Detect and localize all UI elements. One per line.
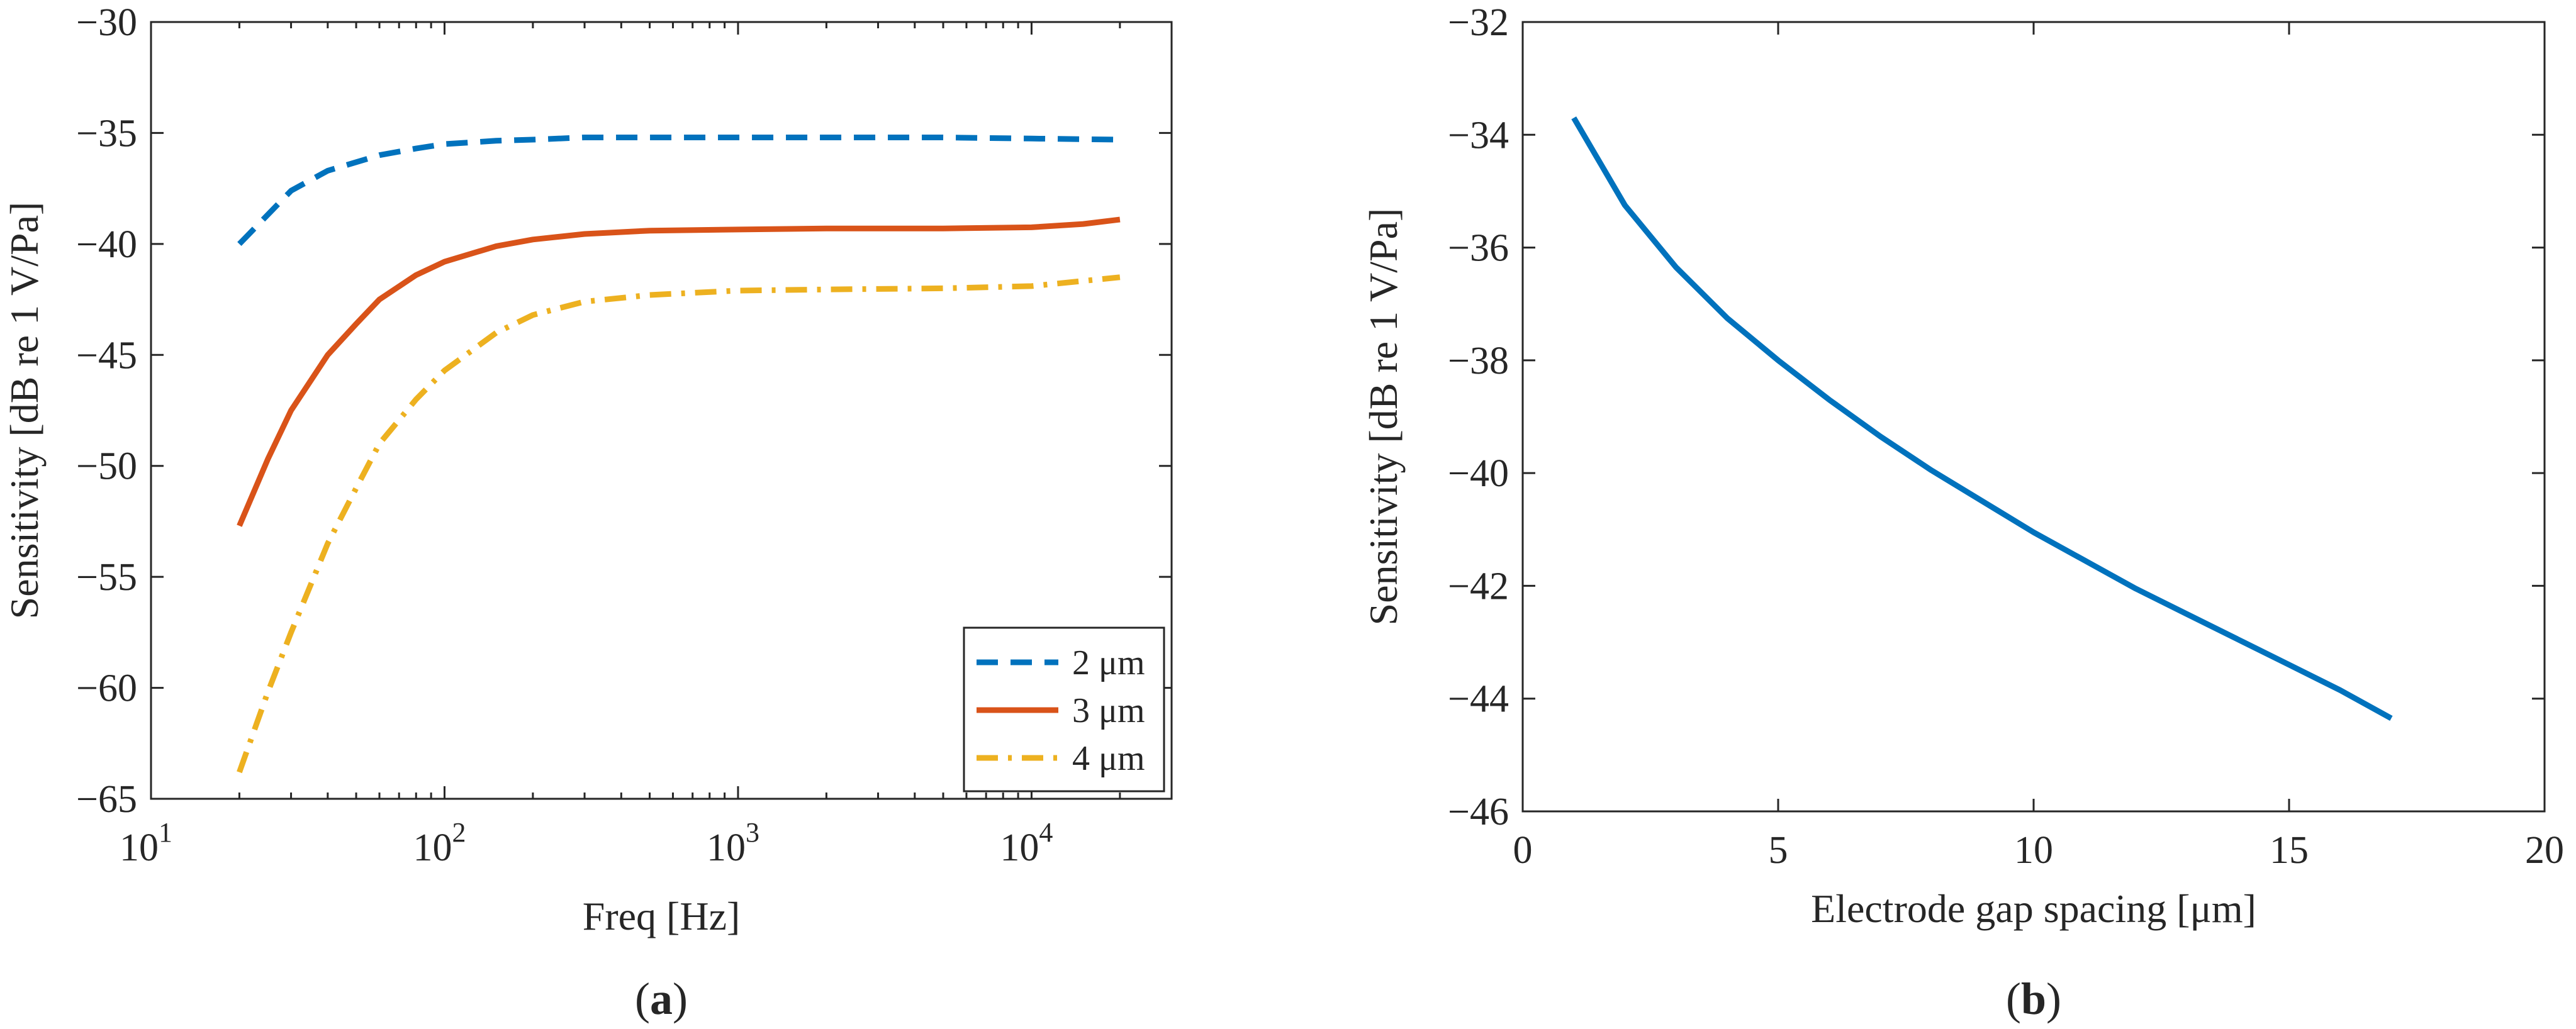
y-tick-label: −60 <box>76 667 137 710</box>
x-tick-label: 20 <box>2525 829 2564 872</box>
legend-label-2: 3 μm <box>1072 691 1145 730</box>
y-tick-label: −44 <box>1448 678 1509 721</box>
legend-box <box>963 626 1165 793</box>
x-tick-base: 10 <box>120 826 159 869</box>
panel-a-legend: 2 μm 3 μm 4 μm <box>963 626 1165 793</box>
x-tick-label: 101 <box>120 817 172 869</box>
y-tick-label: −65 <box>76 778 137 821</box>
y-tick-label: −35 <box>76 112 137 155</box>
x-tick-exponent: 2 <box>452 817 466 848</box>
panel-a-y-tick-labels: −65 −60 −55 −50 −45 −40 −35 −30 <box>76 1 137 821</box>
panel-b-series <box>1571 116 2393 721</box>
y-tick-label: −40 <box>76 223 137 266</box>
y-tick-label: −42 <box>1448 565 1509 608</box>
y-tick-label: −30 <box>76 1 137 44</box>
panel-b-axes-box <box>1521 21 2546 813</box>
x-tick-exponent: 1 <box>159 817 172 848</box>
x-tick-label: 102 <box>413 817 466 869</box>
series-line-3 <box>237 274 1121 774</box>
x-tick-base: 10 <box>707 826 746 869</box>
legend-label-3: 4 μm <box>1072 739 1145 778</box>
panel-b-x-tick-labels: 0 5 10 15 20 <box>1513 829 2565 872</box>
panel-a-series <box>237 135 1121 774</box>
x-tick-label: 103 <box>707 817 759 869</box>
panel-b-chart: 0 5 10 15 20 −46 −44 −42 −40 −38 −36 −34 −32 Electr… <box>1361 1 2564 1024</box>
panel-a-y-axis-label: Sensitivity [dB re 1 V/Pa] <box>2 202 47 620</box>
y-tick-label: −38 <box>1448 340 1509 382</box>
x-tick-label: 15 <box>2270 829 2309 872</box>
y-tick-label: −55 <box>76 556 137 599</box>
y-tick-label: −40 <box>1448 452 1509 495</box>
panel-b-caption: (b) <box>2006 974 2061 1024</box>
legend-label-1: 2 μm <box>1072 643 1145 682</box>
panel-b-y-axis-label: Sensitivity [dB re 1 V/Pa] <box>1361 208 1406 626</box>
y-tick-label: −45 <box>76 334 137 377</box>
panel-a-x-axis-label: Freq [Hz] <box>583 894 741 938</box>
x-tick-base: 10 <box>413 826 452 869</box>
x-tick-exponent: 3 <box>746 817 759 848</box>
x-tick-label: 104 <box>1000 817 1053 869</box>
x-tick-label: 5 <box>1769 829 1788 872</box>
x-tick-label: 10 <box>2014 829 2053 872</box>
series-line-2 <box>237 216 1121 527</box>
y-tick-label: −50 <box>76 445 137 488</box>
series-line-1 <box>237 135 1120 247</box>
panel-b-x-axis-label: Electrode gap spacing [μm] <box>1811 886 2256 931</box>
x-tick-base: 10 <box>1000 826 1039 869</box>
panel-b-y-tick-labels: −46 −44 −42 −40 −38 −36 −34 −32 <box>1448 1 1509 833</box>
panel-b-ticks <box>1521 21 2546 813</box>
y-tick-label: −32 <box>1448 1 1509 44</box>
y-tick-label: −46 <box>1448 791 1509 833</box>
panel-a-caption-letter: a <box>650 974 673 1024</box>
panel-a-axes-box <box>150 21 1173 800</box>
x-tick-exponent: 4 <box>1039 817 1053 848</box>
panel-a-caption: (a) <box>635 974 688 1024</box>
series-line-1 <box>1571 116 2393 721</box>
x-tick-label: 0 <box>1513 829 1533 872</box>
y-tick-label: −34 <box>1448 114 1509 157</box>
panel-a-x-tick-labels: 101 102 103 104 <box>120 817 1053 869</box>
panel-a-chart: 101 102 103 104 −65−60−55−50−45−40−35−30 Fr… <box>2 1 1173 1024</box>
panel-b-caption-letter: b <box>2021 974 2046 1024</box>
y-tick-label: −36 <box>1448 227 1509 270</box>
